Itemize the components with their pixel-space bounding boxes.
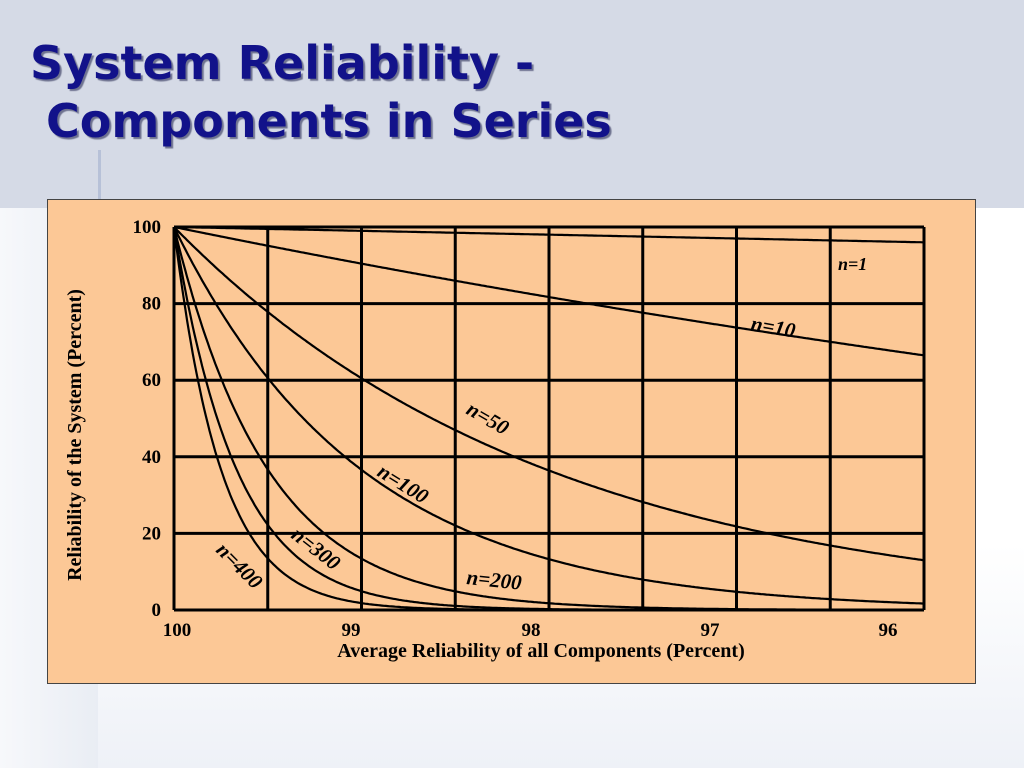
y-tick-label: 80: [142, 294, 161, 315]
x-axis-label: Average Reliability of all Components (P…: [337, 640, 745, 662]
y-tick-label: 100: [133, 217, 162, 238]
series-label-n-400: n=400: [211, 538, 267, 594]
y-tick-label: 40: [142, 447, 161, 468]
curve-n-1: [174, 225, 924, 244]
series-label-n-100: n=100: [373, 459, 433, 509]
curve-n-400: [172, 226, 529, 611]
x-tick-label: 99: [342, 620, 361, 641]
curve-n-100: [173, 226, 924, 605]
accent-line: [98, 150, 101, 208]
header-band: [0, 0, 1024, 208]
series-label-n-50: n=50: [463, 397, 514, 440]
series-label-n-10: n=10: [749, 311, 798, 342]
y-tick-label: 20: [142, 523, 161, 544]
x-tick-label: 96: [879, 620, 898, 641]
title-line-2: Components in Series: [30, 94, 612, 148]
series-label-n-1: n=1: [838, 254, 867, 274]
chart-curves: [172, 225, 925, 611]
x-tick-label: 98: [522, 620, 541, 641]
x-tick-label: 100: [163, 620, 192, 641]
y-axis-label: Reliability of the System (Percent): [64, 289, 86, 581]
curve-n-50: [173, 226, 925, 562]
series-label-n-300: n=300: [287, 522, 346, 575]
y-tick-label: 60: [142, 370, 161, 391]
slide-title: System Reliability - Components in Serie…: [30, 34, 612, 150]
x-tick-label: 97: [701, 620, 721, 641]
curve-n-200: [172, 226, 874, 611]
series-label-n-200: n=200: [465, 565, 523, 595]
chart-grid: [172, 225, 926, 612]
curve-n-300: [172, 226, 645, 611]
title-line-1: System Reliability -: [30, 36, 535, 90]
y-tick-label: 0: [152, 600, 162, 621]
curve-n-10: [173, 225, 925, 357]
chart-ticks: 0 20 40 60 80 100 100 99 98 97 96: [133, 217, 898, 641]
